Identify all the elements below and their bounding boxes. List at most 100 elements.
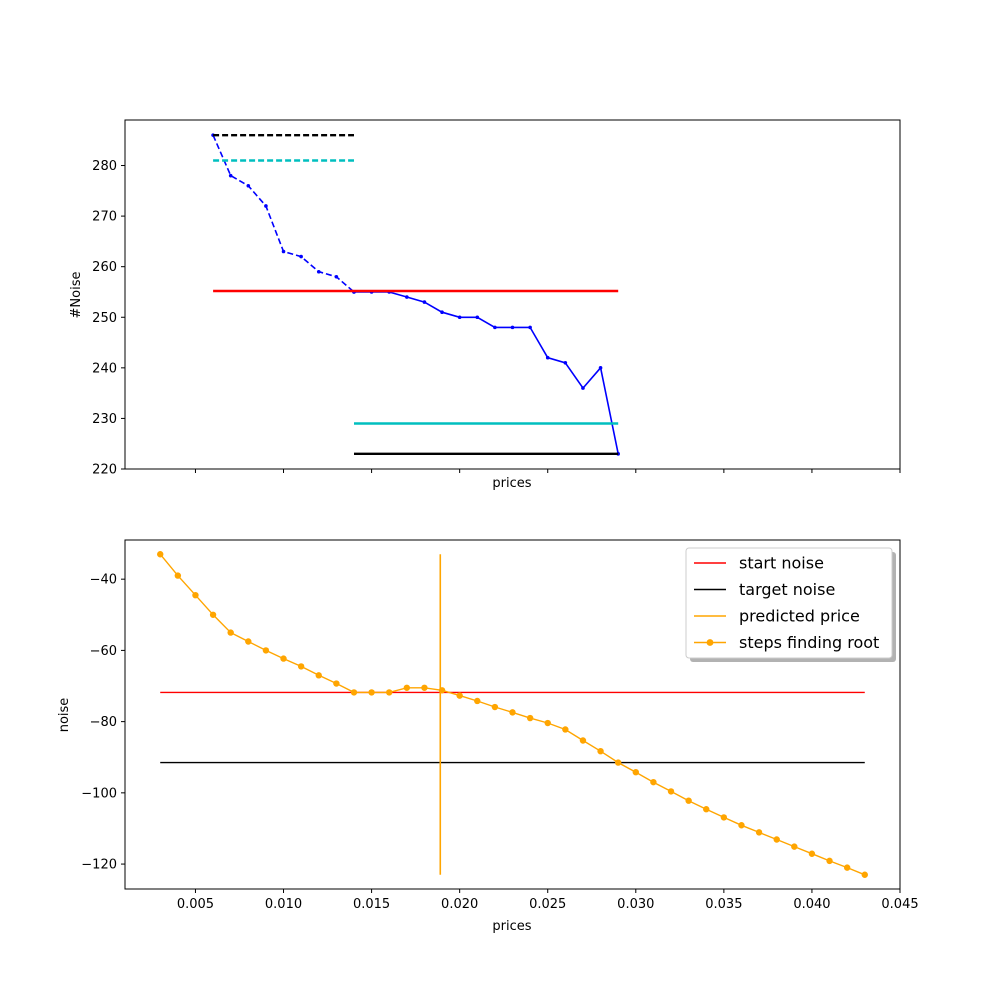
- steps-finding-root-point: [667, 788, 675, 795]
- legend-label: start noise: [739, 554, 824, 573]
- bottom-x-tick-label: 0.040: [793, 897, 830, 912]
- steps-finding-root-point: [315, 672, 322, 679]
- top-y-tick-label: 230: [92, 412, 117, 427]
- steps-finding-root-point: [755, 829, 763, 836]
- steps-finding-root-point: [421, 684, 428, 691]
- top-series-point: [475, 315, 480, 320]
- top-y-tick-label: 260: [92, 260, 117, 275]
- legend-label: target noise: [739, 580, 835, 599]
- top-plot: 220 230 240 250 260 270 280 prices #Noise: [69, 119, 901, 491]
- steps-finding-root-point: [843, 864, 851, 871]
- steps-finding-root-point: [632, 768, 639, 776]
- bottom-plot-frame: [124, 539, 901, 890]
- legend: start noise target noise predicted price st…: [685, 547, 896, 662]
- top-series-point: [405, 295, 409, 299]
- top-y-axis: 220 230 240 250 260 270 280: [92, 159, 125, 478]
- bottom-x-tick-label: 0.035: [705, 897, 742, 912]
- top-series-point: [563, 360, 568, 365]
- steps-finding-root-point: [280, 655, 287, 662]
- steps-finding-root-point: [526, 714, 534, 722]
- steps-finding-root-point: [650, 778, 657, 786]
- bottom-y-axis-label: noise: [57, 698, 72, 733]
- top-series-point: [316, 269, 321, 274]
- bottom-y-tick-label: −120: [81, 858, 117, 873]
- steps-finding-root-point: [474, 697, 481, 705]
- top-series-point: [581, 386, 585, 390]
- top-series-point: [493, 325, 497, 330]
- steps-finding-root-point: [192, 591, 199, 599]
- top-series-point: [440, 310, 444, 315]
- bottom-x-tick-label: 0.005: [177, 897, 214, 912]
- top-series-point: [510, 325, 515, 330]
- top-y-tick-label: 220: [92, 463, 117, 478]
- steps-finding-root-point: [808, 850, 816, 857]
- top-plot-marks: [211, 133, 620, 456]
- top-series-point: [422, 300, 427, 304]
- steps-finding-root-point: [262, 647, 270, 654]
- steps-finding-root-point: [333, 680, 340, 687]
- bottom-y-axis: −40 −60 −80 −100 −120: [81, 573, 125, 873]
- top-series-point: [228, 173, 233, 178]
- steps-finding-root-point: [174, 572, 182, 579]
- top-y-tick-label: 250: [92, 311, 117, 326]
- top-x-axis: [194, 469, 901, 473]
- steps-finding-root-point: [209, 611, 217, 618]
- top-series-point: [334, 274, 339, 279]
- top-y-tick-label: 240: [92, 361, 117, 376]
- steps-finding-root-point: [597, 747, 604, 755]
- bottom-y-tick-label: −100: [81, 786, 117, 801]
- steps-finding-root-point: [245, 638, 252, 645]
- bottom-x-tick-label: 0.045: [881, 897, 918, 912]
- bottom-y-tick-label: −40: [90, 573, 117, 588]
- legend-swatch-marker: [706, 639, 714, 646]
- steps-finding-root-point: [791, 843, 798, 850]
- steps-finding-root-point: [703, 806, 710, 813]
- bottom-y-tick-label: −60: [90, 644, 117, 659]
- top-series-point: [457, 315, 462, 320]
- steps-finding-root-point: [773, 836, 780, 843]
- top-series-point: [264, 204, 268, 208]
- steps-finding-root-point: [738, 822, 745, 829]
- bottom-plot-marks: [157, 551, 868, 878]
- legend-entries: start noise target noise predicted price st…: [694, 554, 879, 652]
- top-y-tick-label: 280: [92, 159, 117, 174]
- bottom-x-axis-label: prices: [492, 919, 531, 934]
- bottom-x-axis: 0.005 0.010 0.015 0.020 0.025 0.030 0.035 0.040…: [177, 889, 919, 912]
- steps-finding-root-point: [227, 629, 234, 636]
- bottom-x-tick-label: 0.025: [529, 897, 566, 912]
- top-series-point: [246, 183, 251, 188]
- steps-finding-root-point: [685, 797, 692, 804]
- bottom-x-tick-label: 0.015: [353, 897, 390, 912]
- steps-finding-root-point: [826, 857, 833, 865]
- top-series-line: [354, 291, 619, 454]
- top-series-point: [299, 254, 303, 259]
- steps-finding-root-point: [403, 684, 411, 691]
- steps-finding-root-point: [368, 689, 375, 696]
- steps-finding-root-point: [720, 814, 728, 821]
- steps-finding-root-point: [386, 689, 393, 696]
- top-series-point: [528, 325, 532, 330]
- top-y-tick-label: 270: [92, 210, 117, 225]
- steps-finding-root-point: [297, 663, 305, 670]
- top-series-point: [545, 355, 550, 360]
- top-series-point: [598, 366, 603, 370]
- top-series-point: [281, 249, 286, 254]
- top-plot-frame: [124, 119, 901, 470]
- steps-finding-root-point: [579, 737, 587, 744]
- bottom-x-tick-label: 0.010: [265, 897, 302, 912]
- bottom-x-tick-label: 0.030: [617, 897, 654, 912]
- steps-finding-root-point: [491, 703, 499, 711]
- steps-finding-root-point: [562, 726, 569, 733]
- bottom-y-tick-label: −80: [90, 715, 117, 730]
- bottom-plot: 0.005 0.010 0.015 0.020 0.025 0.030 0.035 0.040…: [57, 539, 919, 934]
- steps-finding-root-point: [614, 759, 622, 766]
- steps-finding-root-point: [157, 551, 164, 558]
- legend-label: steps finding root: [739, 633, 879, 652]
- steps-finding-root-point: [544, 719, 551, 727]
- steps-finding-root-point: [861, 871, 868, 878]
- legend-label: predicted price: [739, 607, 860, 626]
- steps-finding-root-point: [456, 692, 463, 699]
- top-x-axis-label: prices: [492, 476, 531, 491]
